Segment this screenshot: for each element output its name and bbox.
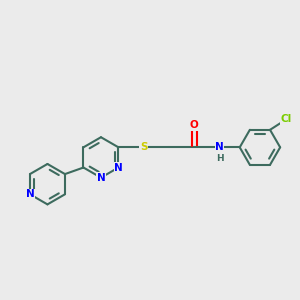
Text: Cl: Cl	[281, 114, 292, 124]
Text: S: S	[140, 142, 148, 152]
Text: N: N	[97, 172, 105, 183]
Text: N: N	[26, 189, 34, 199]
Text: N: N	[215, 142, 224, 152]
Text: H: H	[216, 154, 223, 163]
Text: N: N	[114, 163, 123, 172]
Text: O: O	[190, 120, 199, 130]
